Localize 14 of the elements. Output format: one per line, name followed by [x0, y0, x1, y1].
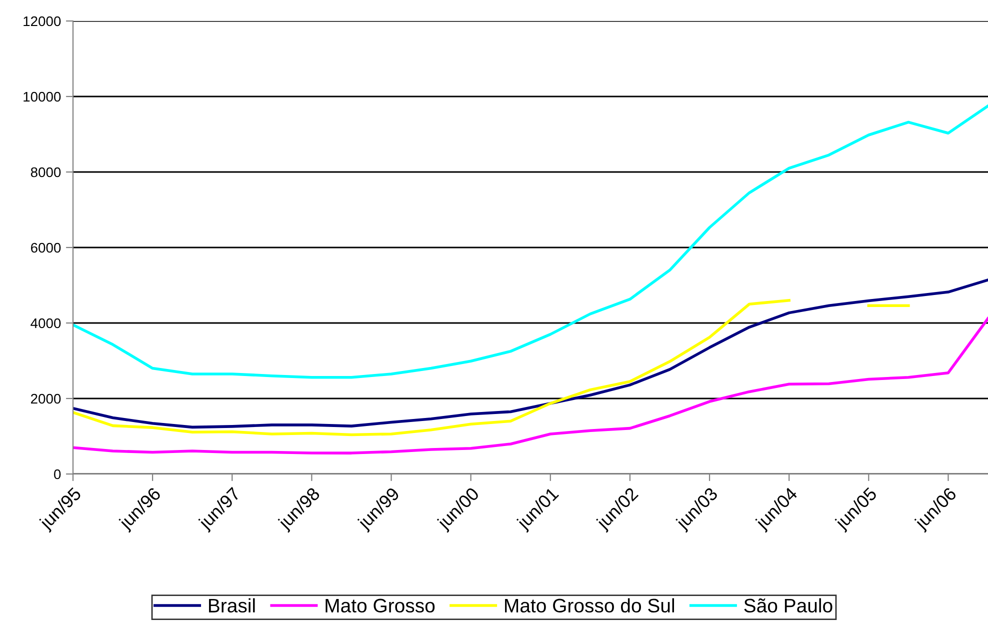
y-tick-label: 12000 [24, 16, 61, 26]
y-tick-label: 6000 [31, 242, 61, 253]
legend-label: São Paulo [744, 598, 832, 613]
line-series [73, 278, 988, 429]
legend-label: Brasil [209, 598, 255, 613]
y-tick-label: 8000 [30, 167, 61, 178]
y-tick-label: 2000 [31, 394, 61, 404]
y-tick-label: 4000 [30, 318, 61, 328]
legend-label: Mato Grosso do Sul [505, 598, 674, 613]
y-tick-label: 0 [54, 469, 61, 480]
legend-label: Mato Grosso [326, 598, 435, 613]
line-series [73, 317, 988, 454]
y-tick-label: 10000 [24, 92, 61, 102]
line-series [73, 104, 988, 379]
